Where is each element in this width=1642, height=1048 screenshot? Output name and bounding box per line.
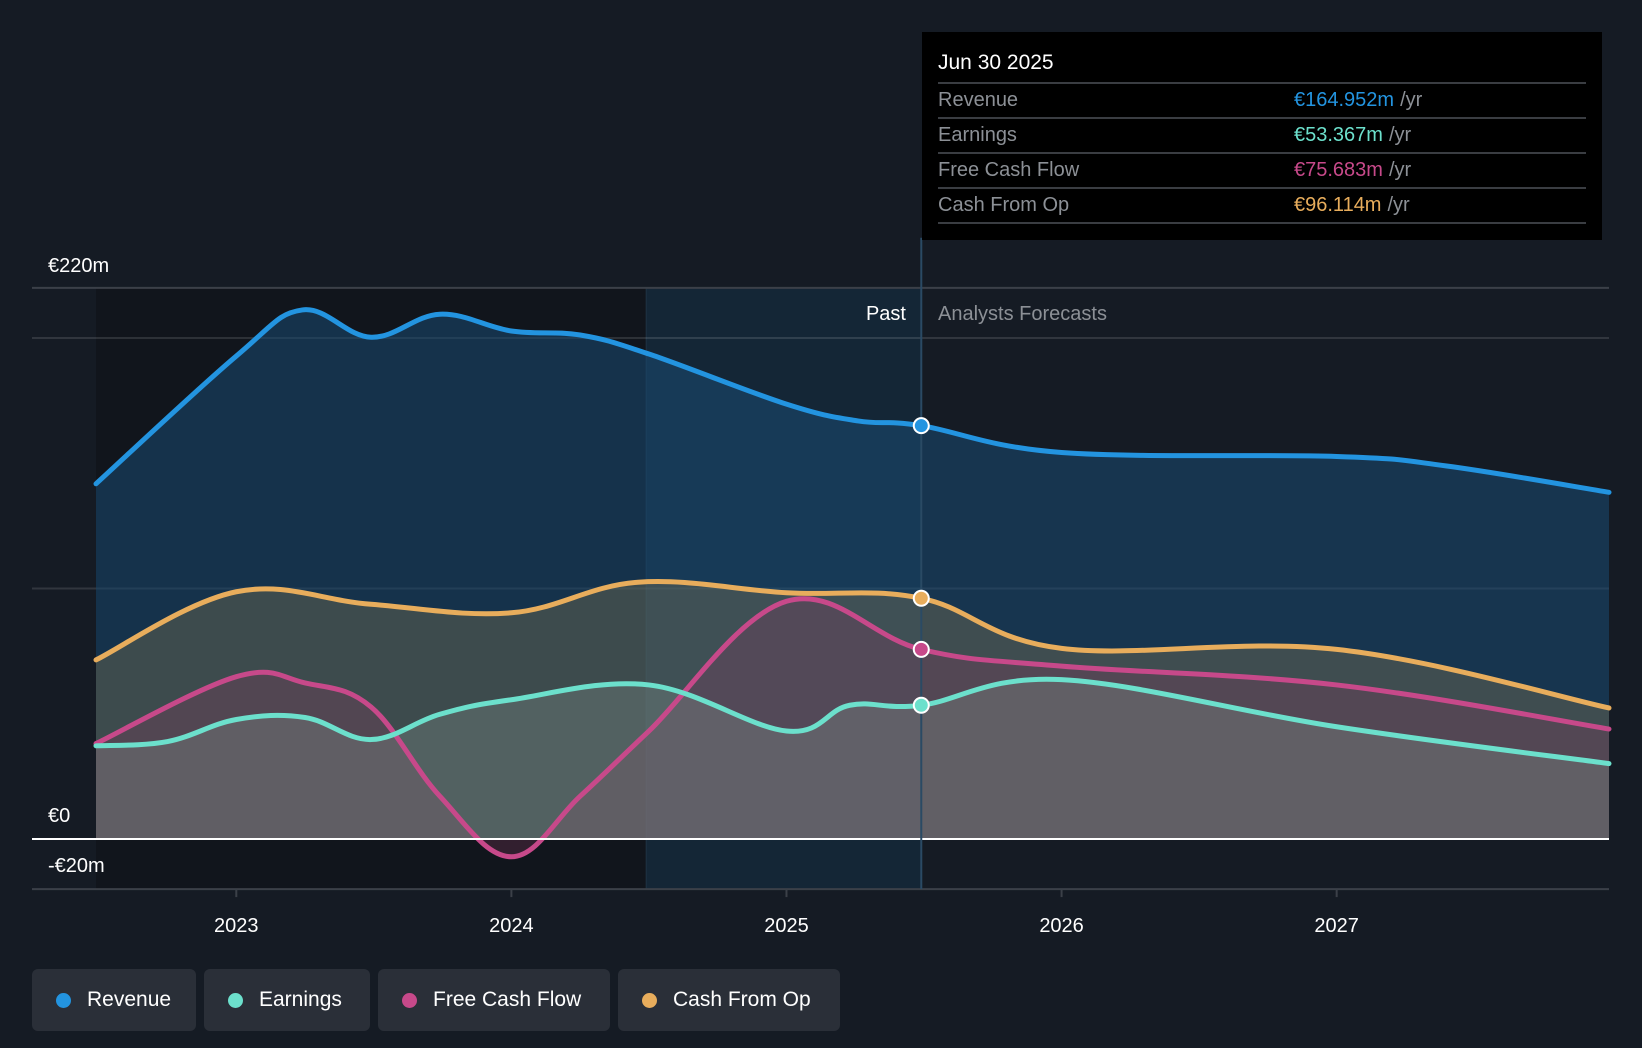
revenue-marker [912, 417, 930, 435]
legend-label: Revenue [87, 988, 172, 1011]
legend-item-free-cash-flow[interactable]: Free Cash Flow [378, 969, 610, 1031]
region-label-forecast: Analysts Forecasts [938, 303, 1107, 325]
tooltip-value: €75.683m [1294, 159, 1383, 181]
legend-label: Cash From Op [673, 988, 811, 1011]
free-cash-flow-area [96, 598, 1609, 857]
cash-from-op-marker [912, 589, 930, 607]
x-tick-label: 2025 [764, 915, 809, 937]
tooltip-unit: /yr [1388, 124, 1412, 146]
tooltip-date: Jun 30 2025 [938, 46, 1586, 84]
tooltip-label: Cash From Op [938, 194, 1070, 216]
region-label-past: Past [866, 303, 906, 325]
tooltip-unit: /yr [1387, 194, 1410, 216]
tooltip-unit: /yr [1400, 89, 1423, 111]
free-cash-flow-dot-icon [402, 992, 417, 1008]
legend-item-revenue[interactable]: Revenue [32, 969, 196, 1031]
y-tick-label-top: €220m [48, 255, 109, 277]
revenue-dot-icon [56, 992, 71, 1008]
revenue-line [93, 307, 1612, 495]
tooltip-unit: /yr [1388, 159, 1412, 181]
tooltip-value: €164.952m [1294, 89, 1395, 111]
legend-item-cash-from-op[interactable]: Cash From Op [618, 969, 840, 1031]
tooltip-value: €96.114m [1294, 194, 1382, 216]
cash-from-op-area [96, 581, 1609, 839]
tooltip-label: Revenue [938, 89, 1019, 111]
x-tick-label: 2024 [489, 915, 534, 937]
earnings-marker [912, 696, 930, 714]
earnings-dot-icon [228, 992, 243, 1008]
y-tick-label-bottom: -€20m [48, 855, 105, 877]
earnings-area [96, 679, 1609, 839]
y-tick-label-zero: €0 [48, 805, 70, 827]
tooltip-label: Earnings [938, 124, 1017, 146]
tooltip: Jun 30 2025 Revenue €164.952m /yr Earnin… [922, 32, 1602, 240]
legend-label: Earnings [259, 988, 342, 1011]
x-tick-label: 2027 [1314, 915, 1359, 937]
tooltip-row-free-cash-flow: Free Cash Flow €75.683m /yr [938, 154, 1586, 189]
legend-label: Free Cash Flow [433, 988, 582, 1011]
x-tick-label: 2026 [1039, 915, 1084, 937]
earnings-line [93, 676, 1612, 767]
cash-from-op-dot-icon [642, 992, 657, 1008]
tooltip-value: €53.367m [1294, 124, 1383, 146]
x-tick-label: 2023 [214, 915, 259, 937]
legend: Revenue Earnings Free Cash Flow Cash Fro… [32, 969, 840, 1031]
tooltip-row-earnings: Earnings €53.367m /yr [938, 119, 1586, 154]
free-cash-flow-line [93, 596, 1612, 860]
tooltip-row-cash-from-op: Cash From Op €96.114m /yr [938, 189, 1586, 224]
tooltip-row-revenue: Revenue €164.952m /yr [938, 84, 1586, 119]
free-cash-flow-marker [912, 640, 930, 658]
tooltip-label: Free Cash Flow [938, 159, 1080, 181]
cash-from-op-line [93, 579, 1612, 711]
legend-item-earnings[interactable]: Earnings [204, 969, 370, 1031]
